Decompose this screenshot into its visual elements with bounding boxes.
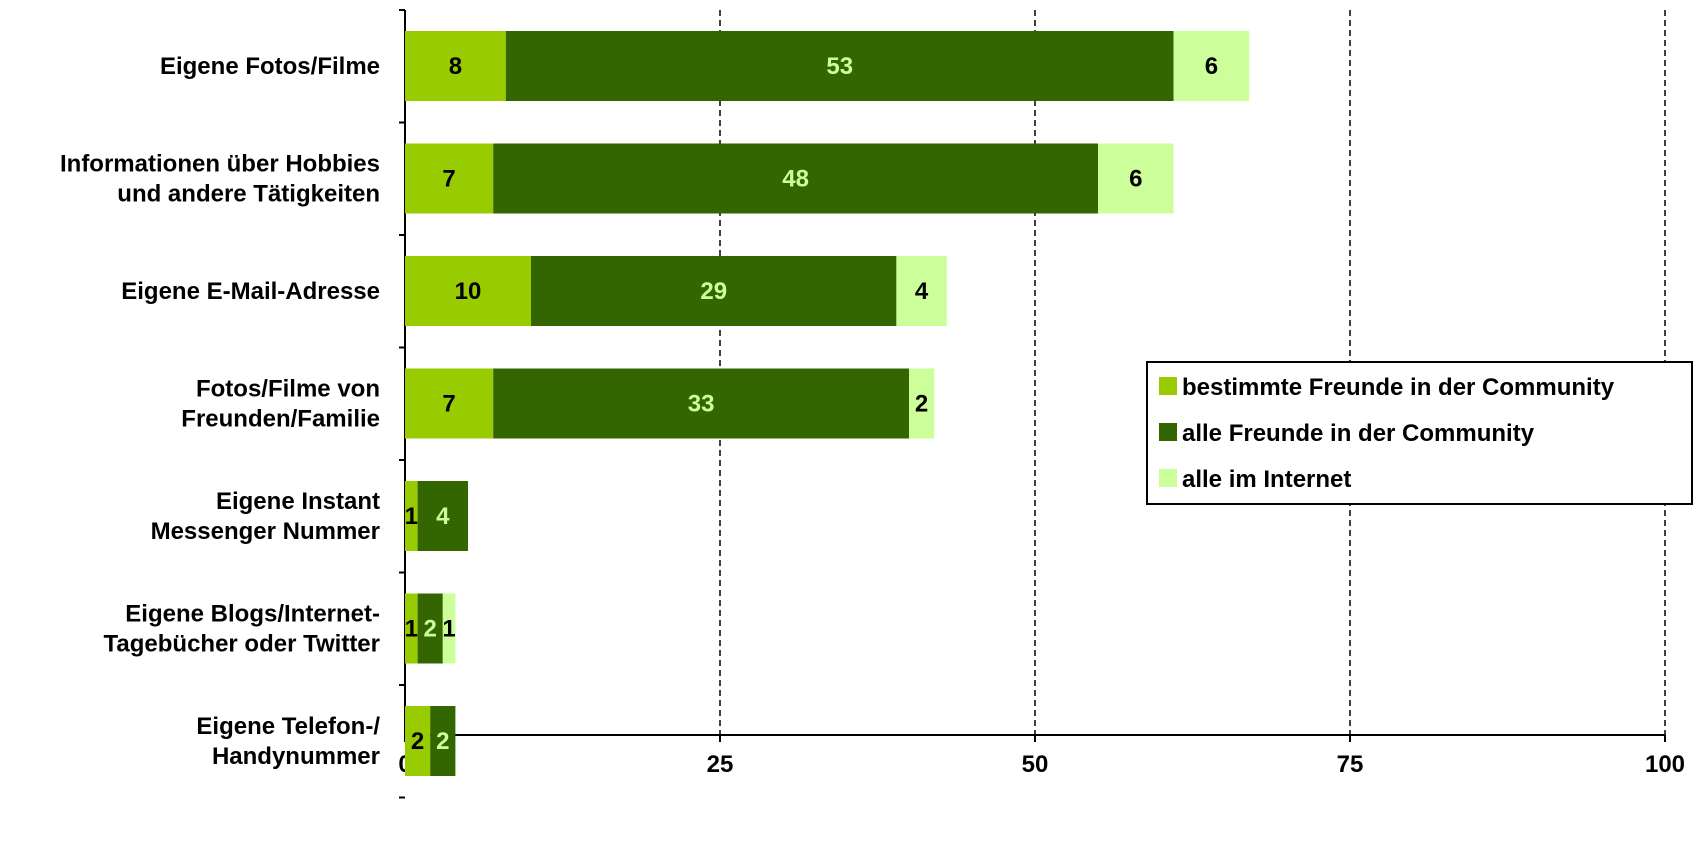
x-tick-label: 100: [1645, 751, 1685, 778]
data-label: 7: [442, 391, 455, 418]
bar-segment: [405, 593, 418, 664]
bar-segment: [493, 368, 909, 439]
bar-segment: [405, 368, 494, 439]
category-label: Fotos/Filme von: [196, 376, 380, 403]
bar-segment: [1098, 143, 1174, 214]
bar-segment: [417, 593, 443, 664]
bar-segment: [493, 143, 1098, 214]
category-label: Eigene Fotos/Filme: [160, 53, 380, 80]
bar-segment: [405, 256, 531, 326]
bar-segment: [405, 481, 418, 551]
category-label: Handynummer: [212, 743, 380, 770]
legend-swatch: [1159, 469, 1177, 487]
x-tick-label: 75: [1337, 751, 1364, 778]
category-label: Freunden/Familie: [181, 406, 380, 433]
data-label: 10: [455, 278, 482, 305]
legend-swatch: [1159, 377, 1177, 395]
data-label: 4: [436, 503, 450, 530]
bar-segment: [442, 593, 456, 664]
data-label: 2: [915, 391, 928, 418]
category-label: Messenger Nummer: [151, 518, 380, 545]
data-label: 2: [411, 728, 424, 755]
data-label: 2: [436, 728, 449, 755]
data-label: 29: [700, 278, 727, 305]
category-label: Eigene Telefon-/: [196, 713, 380, 740]
x-tick-label: 50: [1022, 751, 1049, 778]
bar-segment: [909, 368, 935, 439]
data-label: 4: [915, 278, 929, 305]
bar-segment: [430, 706, 456, 776]
category-label: Eigene Blogs/Internet-: [125, 601, 380, 628]
data-label: 1: [405, 616, 418, 643]
legend-swatch: [1159, 423, 1177, 441]
category-label: und andere Tätigkeiten: [117, 181, 380, 208]
category-label: Informationen über Hobbies: [60, 151, 380, 178]
category-label: Eigene Instant: [216, 488, 380, 515]
legend-label: alle Freunde in der Community: [1182, 420, 1535, 447]
bar-segment: [405, 143, 494, 214]
data-label: 1: [405, 503, 418, 530]
data-label: 8: [449, 53, 462, 80]
data-label: 2: [424, 616, 437, 643]
bar-segment: [896, 256, 947, 326]
bar-segment: [405, 706, 431, 776]
legend-label: bestimmte Freunde in der Community: [1182, 374, 1615, 401]
category-label: Eigene E-Mail-Adresse: [121, 278, 380, 305]
data-label: 7: [442, 166, 455, 193]
x-tick-label: 25: [707, 751, 734, 778]
data-label: 33: [688, 391, 715, 418]
data-label: 48: [782, 166, 809, 193]
bar-segment: [405, 31, 506, 101]
bar-segment: [417, 481, 468, 551]
legend-label: alle im Internet: [1182, 466, 1351, 493]
bar-segment: [531, 256, 897, 326]
data-label: 1: [442, 616, 455, 643]
bar-segment: [1173, 31, 1250, 101]
data-label: 6: [1205, 53, 1218, 80]
data-label: 6: [1129, 166, 1142, 193]
bar-segment: [505, 31, 1174, 101]
data-label: 53: [826, 53, 853, 80]
legend-box: [1146, 361, 1693, 505]
category-label: Tagebücher oder Twitter: [104, 631, 380, 658]
